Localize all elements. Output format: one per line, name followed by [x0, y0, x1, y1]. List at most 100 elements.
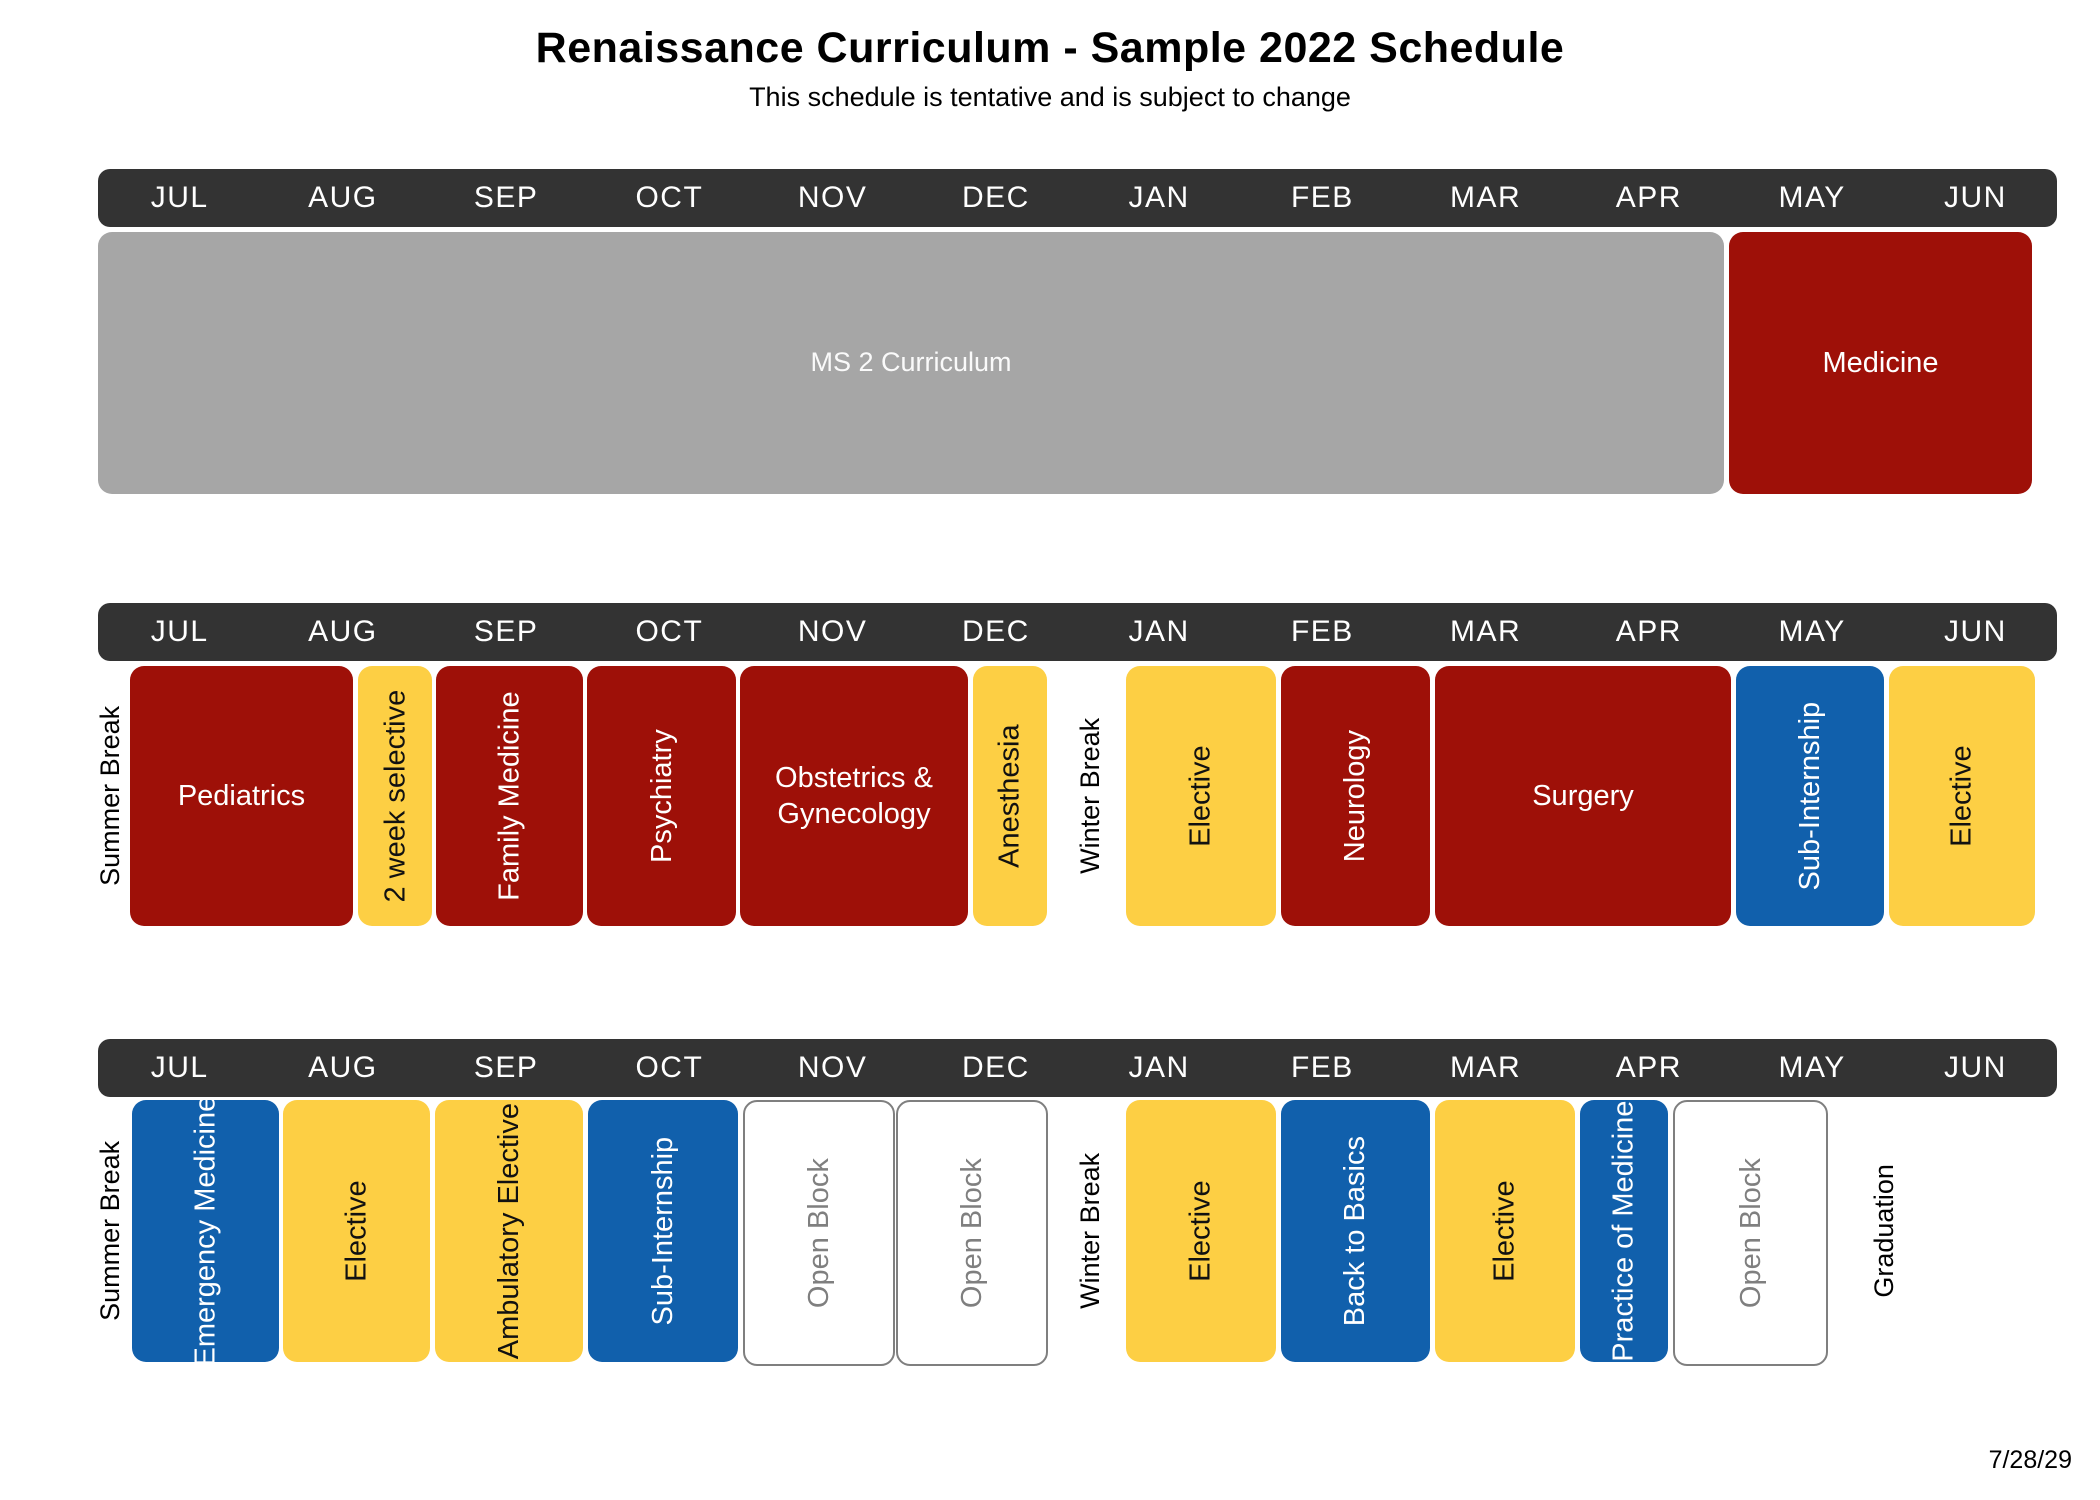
block-label: Sub-Internship [1793, 701, 1826, 891]
footer-date: 7/28/29 [1988, 1446, 2072, 1474]
month-label-feb: FEB [1290, 1051, 1354, 1084]
block-label: Open Block [1734, 1158, 1767, 1308]
month-label-dec: DEC [961, 1051, 1030, 1084]
month-label-feb: FEB [1290, 615, 1354, 648]
block-emergency-medicine: Emergency Medicine [132, 1096, 279, 1366]
block-label: Graduation [1869, 1164, 1900, 1298]
block-label: Summer Break [95, 705, 126, 887]
block-label: Back to Basics [1339, 1135, 1372, 1327]
block-label: Summer Break [95, 1140, 126, 1322]
block-label: Psychiatry [645, 729, 678, 863]
block-practice-of-medicine: Practice of Medicine [1580, 1100, 1668, 1362]
block-label: Elective [340, 1180, 373, 1282]
block-label: Neurology [1339, 729, 1372, 863]
page-title: Renaissance Curriculum - Sample 2022 Sch… [535, 24, 1565, 72]
month-label-jun: JUN [1943, 181, 2007, 214]
month-label-jan: JAN [1128, 1051, 1190, 1084]
block-label: Emergency Medicine [189, 1095, 222, 1367]
month-label-jan: JAN [1128, 181, 1190, 214]
page-subtitle: This schedule is tentative and is subjec… [749, 82, 1351, 112]
block-label: Sub-Internship [646, 1136, 679, 1326]
block-ms-2-curriculum: MS 2 Curriculum [98, 232, 1724, 494]
block-label: Elective [1945, 745, 1978, 847]
month-label-may: MAY [1778, 181, 1846, 214]
block-label: Winter Break [1075, 1152, 1106, 1310]
month-label-jun: JUN [1943, 615, 2007, 648]
block-elective: Elective [1435, 1100, 1575, 1362]
block-open-block: Open Block [896, 1100, 1048, 1366]
block-surgery: Surgery [1435, 666, 1731, 926]
month-label-apr: APR [1615, 181, 1682, 214]
month-label-sep: SEP [473, 1051, 539, 1084]
block-label: Medicine [1822, 346, 1939, 379]
block-label: MS 2 Curriculum [810, 347, 1012, 378]
month-label-jan: JAN [1128, 615, 1190, 648]
month-label-jul: JUL [150, 1051, 209, 1084]
block-open-block: Open Block [1673, 1100, 1828, 1366]
block-sub-internship: Sub-Internship [1736, 666, 1884, 926]
month-bar: JUL AUG SEP OCT NOV DEC JAN FEB MAR APR MAY JUN [98, 1039, 2057, 1097]
label-winter-break: Winter Break [1068, 1100, 1114, 1362]
block-obstetrics-gynecology: Obstetrics & Gynecology [740, 666, 968, 926]
month-label-sep: SEP [473, 615, 539, 648]
month-label-mar: MAR [1450, 181, 1522, 214]
block-medicine: Medicine [1729, 232, 2032, 494]
month-label-oct: OCT [635, 615, 704, 648]
block-psychiatry: Psychiatry [587, 666, 736, 926]
month-label-may: MAY [1778, 1051, 1846, 1084]
block-open-block: Open Block [743, 1100, 895, 1366]
block-anesthesia: Anesthesia [973, 666, 1047, 926]
block-label: Open Block [955, 1158, 988, 1308]
label-summer-break: Summer Break [88, 666, 134, 926]
month-label-aug: AUG [308, 181, 378, 214]
month-bar: JUL AUG SEP OCT NOV DEC JAN FEB MAR APR MAY JUN [98, 169, 2057, 227]
label-graduation: Graduation [1862, 1100, 1908, 1362]
block-neurology: Neurology [1281, 666, 1430, 926]
block-label: Elective [1184, 745, 1217, 847]
block-label: 2 week selective [378, 689, 411, 903]
block-label: Family Medicine [493, 691, 526, 901]
month-label-nov: NOV [797, 1051, 868, 1084]
month-label-oct: OCT [635, 181, 704, 214]
month-label-aug: AUG [308, 1051, 378, 1084]
block-pediatrics: Pediatrics [130, 666, 353, 926]
month-label-feb: FEB [1290, 181, 1354, 214]
month-label-apr: APR [1615, 1051, 1682, 1084]
block-label: Surgery [1532, 779, 1634, 812]
month-label-may: MAY [1778, 615, 1846, 648]
label-summer-break: Summer Break [88, 1100, 134, 1362]
month-label-jul: JUL [150, 181, 209, 214]
block-label: Winter Break [1075, 717, 1106, 875]
month-bar: JUL AUG SEP OCT NOV DEC JAN FEB MAR APR MAY JUN [98, 603, 2057, 661]
month-label-oct: OCT [635, 1051, 704, 1084]
block-sub-internship: Sub-Internship [588, 1100, 738, 1362]
block-family-medicine: Family Medicine [436, 666, 583, 926]
month-label-aug: AUG [308, 615, 378, 648]
month-label-apr: APR [1615, 615, 1682, 648]
block-label: Obstetrics & Gynecology [775, 761, 933, 830]
month-label-dec: DEC [961, 615, 1030, 648]
month-label-nov: NOV [797, 615, 868, 648]
block-label: Open Block [802, 1158, 835, 1308]
block-label: Practice of Medicine [1607, 1100, 1640, 1362]
month-label-dec: DEC [961, 181, 1030, 214]
block-label: Elective [1184, 1180, 1217, 1282]
month-label-mar: MAR [1450, 615, 1522, 648]
month-label-sep: SEP [473, 181, 539, 214]
block-ambulatory-elective: Ambulatory Elective [435, 1100, 583, 1362]
block-elective: Elective [1126, 1100, 1276, 1362]
block-label: Pediatrics [177, 779, 306, 812]
block-label: Ambulatory Elective [492, 1102, 525, 1360]
month-label-nov: NOV [797, 181, 868, 214]
block-elective: Elective [1889, 666, 2035, 926]
block-2-week-selective: 2 week selective [358, 666, 432, 926]
block-elective: Elective [1126, 666, 1276, 926]
block-label: Anesthesia [993, 724, 1026, 868]
month-label-mar: MAR [1450, 1051, 1522, 1084]
block-label: Elective [1488, 1180, 1521, 1282]
block-back-to-basics: Back to Basics [1281, 1100, 1430, 1362]
block-elective: Elective [283, 1100, 430, 1362]
month-label-jul: JUL [150, 615, 209, 648]
label-winter-break: Winter Break [1068, 666, 1114, 926]
